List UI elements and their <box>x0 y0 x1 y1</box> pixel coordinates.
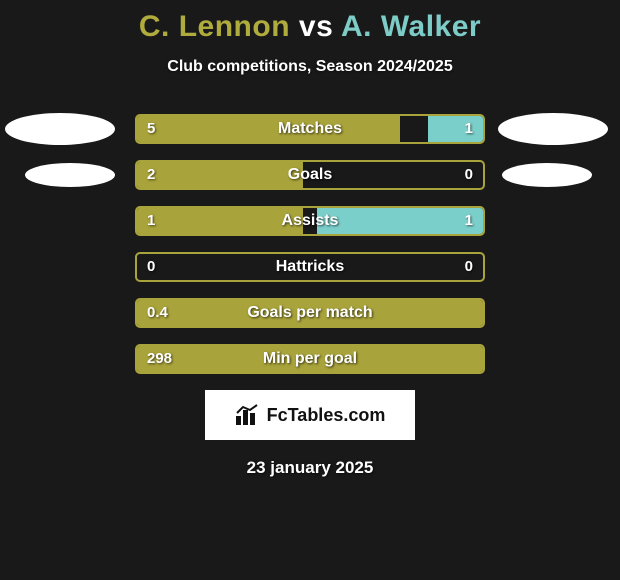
brand-text: FcTables.com <box>267 405 386 426</box>
stat-bar: 51Matches <box>135 114 485 144</box>
comparison-title: C. Lennon vs A. Walker <box>0 0 620 44</box>
stat-label: Goals <box>137 162 483 188</box>
vs-separator: vs <box>290 10 341 43</box>
team-logo-right <box>498 113 608 145</box>
stat-label: Goals per match <box>137 300 483 326</box>
stat-row: 0.4Goals per match <box>0 298 620 328</box>
stat-label: Matches <box>137 116 483 142</box>
player1-name: C. Lennon <box>139 10 290 43</box>
brand-badge: FcTables.com <box>205 390 415 440</box>
date-label: 23 january 2025 <box>0 458 620 478</box>
stat-label: Assists <box>137 208 483 234</box>
stat-row: 11Assists <box>0 206 620 236</box>
stat-label: Min per goal <box>137 346 483 372</box>
stat-bar: 0.4Goals per match <box>135 298 485 328</box>
stat-bar: 00Hattricks <box>135 252 485 282</box>
team-logo-right <box>502 163 592 187</box>
stat-row: 51Matches <box>0 114 620 144</box>
stat-row: 20Goals <box>0 160 620 190</box>
stat-row: 00Hattricks <box>0 252 620 282</box>
team-logo-left <box>5 113 115 145</box>
stat-label: Hattricks <box>137 254 483 280</box>
team-logo-left <box>25 163 115 187</box>
player2-name: A. Walker <box>341 10 481 43</box>
bar-chart-icon <box>235 404 261 426</box>
subtitle: Club competitions, Season 2024/2025 <box>0 58 620 76</box>
stat-bar: 11Assists <box>135 206 485 236</box>
stat-row: 298Min per goal <box>0 344 620 374</box>
stat-bar: 20Goals <box>135 160 485 190</box>
stats-chart: 51Matches 20Goals 11Assists 00Hattricks 0.4G… <box>0 114 620 374</box>
stat-bar: 298Min per goal <box>135 344 485 374</box>
